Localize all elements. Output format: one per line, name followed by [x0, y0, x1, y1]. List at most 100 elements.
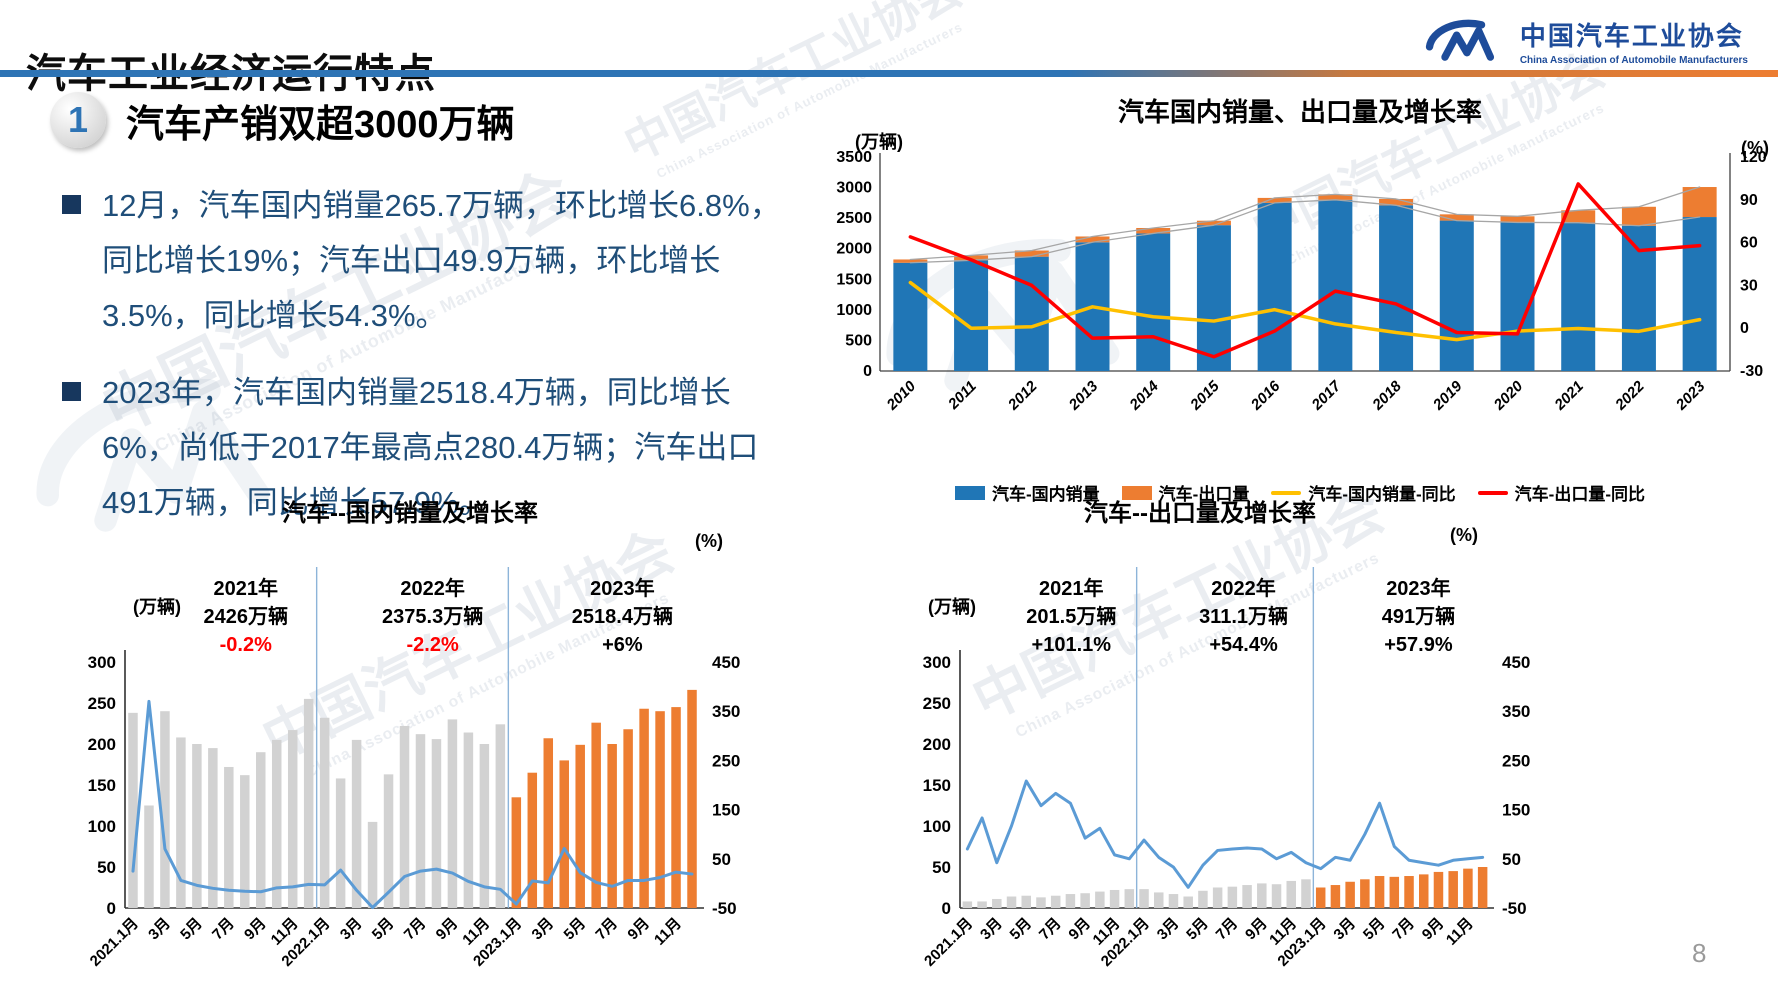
svg-text:+101.1%: +101.1%	[1032, 634, 1112, 656]
svg-text:9月: 9月	[1242, 915, 1271, 944]
caam-logo-icon	[1425, 19, 1494, 61]
svg-text:3月: 3月	[337, 915, 366, 944]
bullet-point-2: 2023年，汽车国内销量2518.4万辆，同比增长6%，尚低于2017年最高点2…	[62, 365, 804, 530]
chart-export-title: 汽车--出口量及增长率	[1084, 500, 1316, 527]
svg-text:5月: 5月	[1007, 915, 1036, 944]
svg-text:3月: 3月	[145, 915, 174, 944]
svg-text:7月: 7月	[1213, 915, 1242, 944]
svg-text:250: 250	[712, 751, 740, 770]
svg-text:0: 0	[1740, 320, 1749, 337]
section-head: 1 汽车产销双超3000万辆	[50, 92, 515, 148]
svg-text:9月: 9月	[433, 915, 462, 944]
svg-text:-50: -50	[712, 899, 737, 918]
svg-text:450: 450	[712, 653, 740, 672]
svg-text:2022年: 2022年	[400, 576, 465, 600]
svg-text:2017: 2017	[1308, 377, 1345, 414]
svg-text:3月: 3月	[1154, 915, 1183, 944]
svg-text:7月: 7月	[209, 915, 238, 944]
svg-text:3000: 3000	[836, 180, 872, 197]
svg-text:2015: 2015	[1186, 377, 1223, 414]
svg-text:150: 150	[88, 776, 116, 795]
legend-item-1: 汽车-出口量	[1121, 480, 1250, 505]
svg-text:-2.2%: -2.2%	[407, 634, 459, 656]
chart-annual-title: 汽车国内销量、出口量及增长率	[1117, 97, 1482, 127]
header-divider	[0, 70, 1778, 77]
bullet-square-icon	[62, 382, 81, 401]
svg-text:0: 0	[863, 363, 872, 380]
section-heading: 汽车产销双超3000万辆	[126, 103, 515, 146]
chart-annual-combo: 汽车国内销量、出口量及增长率 (万辆) (%) 0 500 1000 1500 2000…	[825, 92, 1775, 504]
svg-text:200: 200	[88, 735, 116, 754]
left-axis-unit: (万辆)	[928, 597, 976, 617]
svg-text:7月: 7月	[1389, 915, 1418, 944]
svg-text:200: 200	[923, 735, 951, 754]
svg-text:-0.2%: -0.2%	[220, 634, 272, 656]
bullet-text-2: 2023年，汽车国内销量2518.4万辆，同比增长6%，尚低于2017年最高点2…	[102, 375, 759, 520]
svg-text:50: 50	[1502, 850, 1521, 869]
bullet-point-1: 12月，汽车国内销量265.7万辆，环比增长6.8%，同比增长19%；汽车出口4…	[62, 178, 804, 343]
svg-text:9月: 9月	[1419, 915, 1448, 944]
svg-text:3500: 3500	[836, 150, 872, 166]
svg-text:250: 250	[1502, 751, 1530, 770]
svg-text:9月: 9月	[241, 915, 270, 944]
legend-item-0: 汽车-国内销量	[955, 480, 1100, 505]
chart-domestic-canvas: 0 50 100 150 200 250 300 450 350 250 150 50 -50 2021年…	[87, 567, 740, 970]
svg-text:30: 30	[1740, 277, 1758, 294]
svg-text:7月: 7月	[592, 915, 621, 944]
svg-text:311.1万辆: 311.1万辆	[1199, 604, 1288, 628]
caam-logo: 中国汽车工业协会 China Association of Automobile…	[1420, 16, 1748, 66]
chart-export-canvas: 0 50 100 150 200 250 300 450 350 250 150 50 -50 2021年…	[921, 567, 1530, 970]
svg-text:2021年: 2021年	[214, 576, 279, 600]
svg-text:2016: 2016	[1247, 377, 1284, 414]
svg-text:3月: 3月	[977, 915, 1006, 944]
svg-text:120: 120	[1740, 150, 1767, 166]
bullet-list: 12月，汽车国内销量265.7万辆，环比增长6.8%，同比增长19%；汽车出口4…	[62, 178, 804, 552]
svg-text:2012: 2012	[1004, 377, 1041, 414]
svg-text:2018: 2018	[1369, 377, 1406, 414]
left-axis-unit: (万辆)	[133, 597, 181, 617]
svg-text:100: 100	[923, 817, 951, 836]
right-axis-unit: (%)	[1741, 138, 1769, 158]
svg-text:9月: 9月	[624, 915, 653, 944]
svg-text:500: 500	[845, 332, 872, 349]
svg-text:60: 60	[1740, 235, 1758, 252]
svg-text:2023年: 2023年	[1386, 576, 1451, 600]
legend-swatch	[1121, 485, 1152, 500]
svg-text:2023年: 2023年	[590, 576, 655, 600]
svg-text:2023: 2023	[1672, 377, 1709, 414]
svg-text:2375.3万辆: 2375.3万辆	[382, 604, 483, 628]
svg-text:2022: 2022	[1611, 377, 1648, 414]
svg-text:201.5万辆: 201.5万辆	[1026, 604, 1116, 628]
svg-text:2022年: 2022年	[1211, 576, 1276, 600]
chart-export-monthly: 汽车--出口量及增长率 (万辆) (%) 0 50 100 150 200 250 300 4…	[850, 493, 1610, 998]
svg-text:450: 450	[1502, 653, 1530, 672]
svg-text:350: 350	[1502, 702, 1530, 721]
svg-text:2020: 2020	[1490, 377, 1527, 414]
svg-text:2000: 2000	[836, 241, 872, 258]
svg-text:5月: 5月	[1183, 915, 1212, 944]
svg-text:2518.4万辆: 2518.4万辆	[572, 604, 673, 628]
svg-text:7月: 7月	[401, 915, 430, 944]
legend-swatch	[1271, 490, 1302, 495]
svg-text:2426万辆: 2426万辆	[204, 604, 289, 628]
svg-text:9月: 9月	[1065, 915, 1094, 944]
legend-swatch	[955, 485, 985, 500]
svg-text:0: 0	[942, 899, 951, 918]
svg-text:+57.9%: +57.9%	[1384, 634, 1453, 656]
legend-item-2: 汽车-国内销量-同比	[1271, 480, 1456, 505]
svg-text:300: 300	[923, 653, 951, 672]
svg-text:150: 150	[923, 776, 951, 795]
bullet-text-1: 12月，汽车国内销量265.7万辆，环比增长6.8%，同比增长19%；汽车出口4…	[102, 188, 781, 333]
svg-text:+54.4%: +54.4%	[1209, 634, 1278, 656]
left-axis-unit: (万辆)	[855, 132, 903, 152]
svg-text:350: 350	[712, 702, 740, 721]
logo-name-en: China Association of Automobile Manufact…	[1519, 55, 1748, 66]
legend-label: 汽车-出口量-同比	[1514, 485, 1645, 504]
svg-text:5月: 5月	[177, 915, 206, 944]
svg-text:491万辆: 491万辆	[1382, 604, 1455, 628]
chart-annual-canvas: 0 500 1000 1500 2000 2500 3000 3500 -30 0 30 60 90 12…	[836, 150, 1767, 414]
chart-annual-legend: 汽车-国内销量 汽车-出口量 汽车-国内销量-同比 汽车-出口量-同比	[825, 480, 1775, 505]
logo-name-cn: 中国汽车工业协会	[1519, 21, 1744, 51]
legend-label: 汽车-出口量	[1158, 485, 1250, 504]
svg-text:2011: 2011	[944, 378, 980, 414]
